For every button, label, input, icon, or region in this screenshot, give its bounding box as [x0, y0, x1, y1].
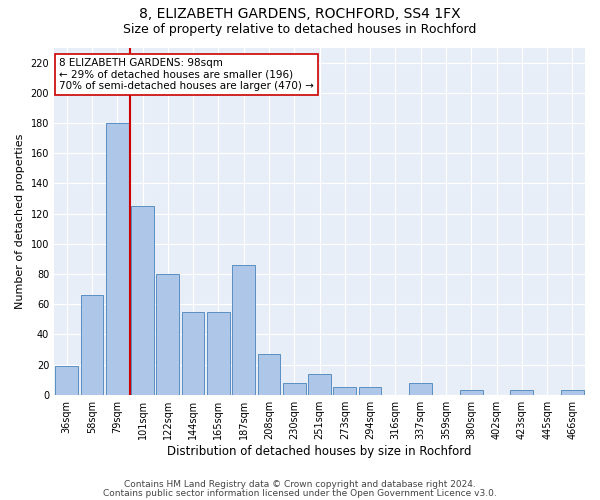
Bar [308, 374, 331, 394]
Bar [283, 382, 305, 394]
X-axis label: Distribution of detached houses by size in Rochford: Distribution of detached houses by size … [167, 444, 472, 458]
Bar [460, 390, 482, 394]
Bar [80, 295, 103, 394]
Bar [561, 390, 584, 394]
Bar [511, 390, 533, 394]
Bar [334, 387, 356, 394]
Bar [131, 206, 154, 394]
Text: 8, ELIZABETH GARDENS, ROCHFORD, SS4 1FX: 8, ELIZABETH GARDENS, ROCHFORD, SS4 1FX [139, 8, 461, 22]
Bar [106, 123, 128, 394]
Text: 8 ELIZABETH GARDENS: 98sqm
← 29% of detached houses are smaller (196)
70% of sem: 8 ELIZABETH GARDENS: 98sqm ← 29% of deta… [59, 58, 314, 91]
Bar [232, 265, 255, 394]
Bar [55, 366, 78, 394]
Bar [359, 387, 382, 394]
Bar [157, 274, 179, 394]
Y-axis label: Number of detached properties: Number of detached properties [15, 134, 25, 309]
Bar [182, 312, 205, 394]
Text: Contains public sector information licensed under the Open Government Licence v3: Contains public sector information licen… [103, 489, 497, 498]
Text: Contains HM Land Registry data © Crown copyright and database right 2024.: Contains HM Land Registry data © Crown c… [124, 480, 476, 489]
Bar [207, 312, 230, 394]
Text: Size of property relative to detached houses in Rochford: Size of property relative to detached ho… [124, 22, 476, 36]
Bar [409, 382, 432, 394]
Bar [257, 354, 280, 395]
